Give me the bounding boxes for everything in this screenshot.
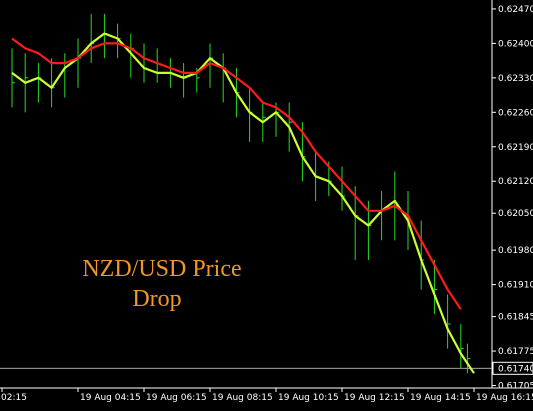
- x-tick-label: 19 Aug 12:15: [344, 393, 405, 403]
- current-price-label: 0.61740: [498, 364, 533, 374]
- y-tick-label: 0.61845: [498, 313, 533, 323]
- x-tick-label: 02:15: [1, 393, 27, 403]
- y-tick-label: 0.61705: [498, 382, 533, 392]
- y-tick-label: 0.61910: [498, 281, 533, 291]
- y-tick-label: 0.62190: [498, 143, 533, 153]
- x-axis-ticks: 02:15 19 Aug 04:15 19 Aug 06:15 19 Aug 08:1…: [1, 388, 533, 403]
- y-tick-label: 0.62400: [498, 39, 533, 49]
- y-tick-label: 0.62050: [498, 209, 533, 219]
- y-tick-label: 0.61775: [498, 347, 533, 357]
- moving-averages: [11, 32, 475, 374]
- y-tick-label: 0.62120: [498, 177, 533, 187]
- x-tick-label: 19 Aug 16:15: [476, 393, 533, 403]
- x-tick-label: 19 Aug 06:15: [146, 393, 207, 403]
- slow_ma-line: [11, 37, 462, 310]
- y-tick-label: 0.62330: [498, 74, 533, 84]
- x-tick-label: 19 Aug 04:15: [80, 393, 141, 403]
- price-bars: [11, 13, 471, 374]
- y-axis-ticks: 0.62470 0.62400 0.62330 0.62260 0.62190 0.621…: [492, 5, 533, 392]
- current-price-box: [492, 361, 533, 375]
- annotation-line-2: Drop: [132, 286, 181, 312]
- y-tick-label: 0.61980: [498, 246, 533, 256]
- x-tick-label: 19 Aug 14:15: [410, 393, 471, 403]
- axes: [0, 0, 533, 389]
- fast_ma-line: [11, 32, 475, 374]
- annotation-line-1: NZD/USD Price: [82, 256, 241, 282]
- y-tick-label: 0.62260: [498, 108, 533, 118]
- y-tick-label: 0.62470: [498, 5, 533, 15]
- x-tick-label: 19 Aug 10:15: [278, 393, 339, 403]
- x-tick-label: 19 Aug 08:15: [212, 393, 273, 403]
